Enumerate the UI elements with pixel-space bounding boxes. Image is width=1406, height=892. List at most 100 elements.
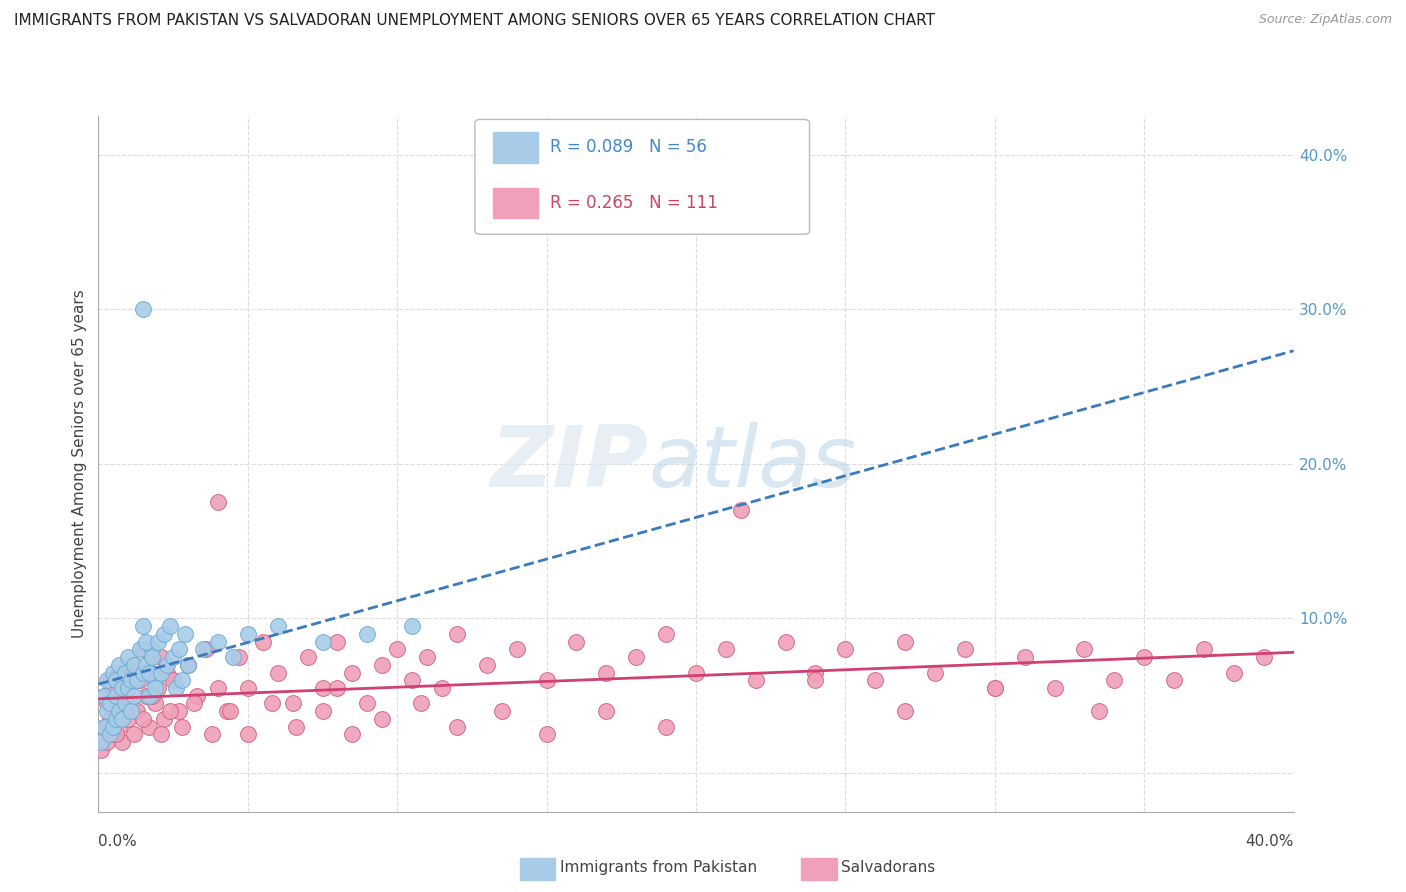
Point (172, 673, 194, 688)
Text: IMMIGRANTS FROM PAKISTAN VS SALVADORAN UNEMPLOYMENT AMONG SENIORS OVER 65 YEARS : IMMIGRANTS FROM PAKISTAN VS SALVADORAN U… (14, 13, 935, 29)
Point (984, 681, 1007, 695)
Point (953, 642, 976, 657)
Point (114, 704, 136, 718)
Point (143, 681, 166, 695)
Point (252, 634, 274, 648)
Point (311, 681, 333, 695)
Point (129, 642, 152, 657)
Point (491, 704, 513, 718)
Point (103, 720, 125, 734)
Point (108, 704, 131, 718)
Point (156, 665, 179, 680)
Point (267, 619, 290, 633)
Point (114, 673, 136, 688)
Point (120, 673, 142, 688)
Point (148, 681, 170, 695)
Point (177, 657, 200, 672)
Point (411, 697, 433, 711)
Point (1104, 673, 1126, 688)
Point (174, 627, 197, 641)
Point (153, 627, 176, 641)
Point (924, 665, 946, 680)
Point (111, 689, 134, 703)
Point (105, 712, 128, 726)
Text: R = 0.089   N = 56: R = 0.089 N = 56 (550, 138, 707, 156)
Point (984, 681, 1007, 695)
Point (1223, 665, 1246, 680)
Point (565, 634, 588, 648)
Point (356, 697, 378, 711)
Point (183, 697, 205, 711)
Point (894, 704, 917, 718)
Point (267, 665, 290, 680)
Point (172, 720, 194, 734)
Point (536, 673, 558, 688)
Point (228, 650, 250, 665)
Point (114, 697, 136, 711)
Point (215, 704, 238, 718)
Point (260, 697, 283, 711)
Point (342, 727, 364, 741)
Point (167, 642, 190, 657)
Point (132, 642, 155, 657)
Point (148, 634, 170, 648)
Point (1253, 650, 1275, 665)
Point (138, 689, 160, 703)
Point (108, 720, 131, 734)
Text: Salvadorans: Salvadorans (841, 861, 935, 875)
Point (162, 673, 184, 688)
Point (745, 673, 768, 688)
Point (108, 657, 131, 672)
Point (834, 642, 856, 657)
Point (111, 735, 134, 749)
Point (93, 689, 115, 703)
Point (105, 689, 128, 703)
Point (124, 727, 146, 741)
Point (114, 665, 136, 680)
Point (93, 720, 115, 734)
Point (284, 720, 307, 734)
Point (730, 503, 752, 517)
Point (655, 720, 678, 734)
Text: ZIP: ZIP (491, 422, 648, 506)
Point (714, 642, 737, 657)
Point (96, 673, 118, 688)
Point (297, 650, 319, 665)
Point (103, 665, 125, 680)
Point (138, 665, 160, 680)
Point (93, 689, 115, 703)
Point (1014, 650, 1036, 665)
Point (385, 642, 409, 657)
Point (103, 681, 125, 695)
Point (311, 634, 333, 648)
Bar (494, 187, 538, 219)
Point (236, 727, 259, 741)
Point (117, 681, 139, 695)
Point (96, 704, 118, 718)
Text: R = 0.265   N = 111: R = 0.265 N = 111 (550, 194, 718, 212)
Point (371, 712, 394, 726)
Point (141, 689, 163, 703)
Point (117, 712, 139, 726)
Point (127, 704, 149, 718)
Point (93, 720, 115, 734)
Point (506, 642, 529, 657)
Point (132, 619, 155, 633)
Point (111, 712, 134, 726)
Point (222, 650, 245, 665)
Point (475, 657, 498, 672)
Point (132, 712, 155, 726)
Point (141, 650, 163, 665)
Point (219, 704, 242, 718)
Text: Immigrants from Pakistan: Immigrants from Pakistan (560, 861, 756, 875)
Point (207, 495, 229, 509)
Point (159, 619, 181, 633)
Point (124, 689, 146, 703)
Point (165, 681, 187, 695)
Point (96, 720, 118, 734)
Point (127, 673, 149, 688)
Point (655, 627, 678, 641)
Point (416, 650, 439, 665)
Point (1192, 642, 1215, 657)
Point (120, 697, 142, 711)
